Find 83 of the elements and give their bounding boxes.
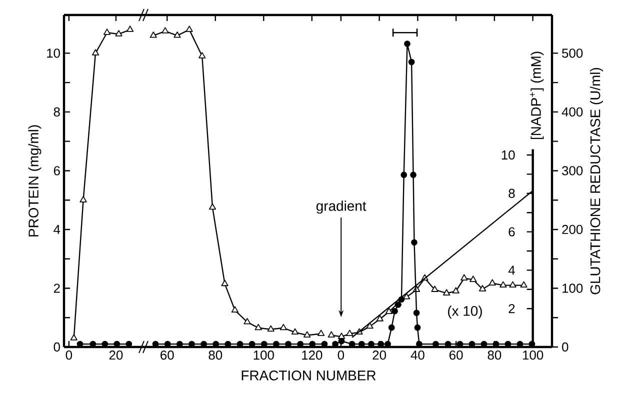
x-tick-label: 80 (488, 350, 502, 360)
point (394, 302, 402, 308)
y2-axis-title: GLUTATHIONE REDUCTASE (U/ml) (590, 68, 603, 294)
y-tick-label: 6 (54, 166, 60, 176)
point (500, 281, 507, 288)
point (452, 287, 460, 294)
point (403, 293, 410, 300)
point (126, 26, 134, 32)
y-tick-label: 2 (54, 284, 60, 293)
x-tick-label: 100 (254, 350, 274, 360)
point (414, 324, 421, 331)
point (404, 40, 410, 47)
point (478, 285, 486, 292)
point (431, 286, 438, 292)
point (318, 330, 325, 336)
point (80, 196, 87, 202)
point (304, 331, 311, 338)
x-tick-label: 40 (410, 350, 424, 360)
point (103, 28, 111, 35)
y3-tick-label: 2 (508, 304, 515, 314)
point (338, 332, 346, 339)
point (174, 32, 181, 38)
annotation: (x 10) (448, 306, 482, 319)
point (221, 280, 228, 286)
point (338, 338, 345, 344)
y-tick-label: 10 (47, 48, 60, 58)
y2-tick-label: 100 (562, 284, 583, 293)
x-tick-label: 20 (372, 350, 386, 360)
y3-axis-title: [NADP$^{+}$] (mM) (530, 52, 544, 140)
point (162, 27, 169, 34)
point (291, 328, 299, 335)
point (92, 49, 100, 56)
x-tick-label: 0 (338, 350, 344, 360)
x-axis-title: FRACTION NUMBER (242, 370, 376, 380)
x-tick-label: 0 (66, 350, 72, 360)
y-axis-title: PROTEIN (mg/ml) (28, 125, 42, 236)
point (392, 308, 398, 314)
y-tick-label: 4 (54, 225, 60, 234)
y3-tick-label: 8 (508, 188, 515, 198)
point (408, 58, 415, 66)
point (208, 203, 216, 210)
point (267, 325, 274, 332)
x-tick-label: 60 (450, 350, 463, 360)
x-tick-label: 100 (522, 350, 544, 360)
y3-tick-label: 10 (502, 150, 515, 160)
x-tick-label: 80 (208, 350, 222, 360)
point (150, 32, 157, 38)
point (231, 306, 238, 313)
point (376, 315, 384, 322)
y2-tick-label: 300 (562, 166, 583, 176)
point (470, 276, 477, 282)
y2-tick-label: 500 (562, 48, 583, 58)
y2-tick-label: 0 (562, 342, 568, 352)
point (388, 324, 395, 331)
point (460, 274, 468, 280)
point (443, 289, 450, 296)
point (328, 331, 335, 338)
point (520, 281, 528, 288)
y-tick-label: 8 (54, 107, 60, 117)
y2-tick-label: 200 (562, 224, 583, 234)
point (254, 324, 262, 330)
point (413, 310, 420, 316)
point (509, 281, 516, 288)
point (411, 239, 418, 246)
point (70, 334, 78, 340)
point (346, 330, 354, 336)
y3-tick-label: 4 (508, 266, 515, 275)
x-tick-label: 60 (160, 350, 174, 360)
y3-tick-label: 6 (508, 227, 515, 236)
point (488, 279, 496, 286)
point (198, 52, 206, 58)
y-tick-label: 0 (54, 342, 60, 352)
point (400, 172, 408, 178)
point (385, 308, 393, 314)
point (186, 26, 193, 32)
annotation: gradient (316, 200, 366, 214)
x-tick-label: 20 (109, 350, 123, 360)
point (115, 30, 122, 36)
point (244, 318, 251, 324)
y2-tick-label: 400 (562, 107, 583, 117)
point (280, 324, 287, 330)
x-tick-label: 120 (302, 350, 322, 360)
point (410, 172, 416, 178)
